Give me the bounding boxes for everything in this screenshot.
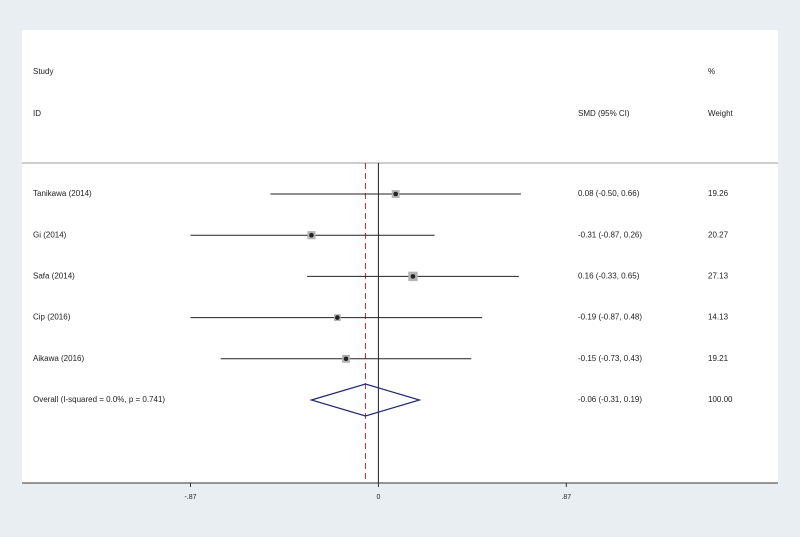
header: Weight — [708, 109, 734, 118]
x-tick-label: -.87 — [184, 494, 196, 501]
point — [309, 232, 314, 238]
value-label: -0.19 (-0.87, 0.48) — [578, 313, 642, 322]
header: Study — [33, 67, 53, 76]
point — [393, 191, 398, 197]
point — [343, 356, 349, 362]
x-tick-label: .87 — [561, 494, 571, 501]
study-name: Cip (2016) — [33, 313, 71, 322]
value-label: 0.16 (-0.33, 0.65) — [578, 272, 640, 281]
weight-label: 27.13 — [708, 272, 729, 281]
weight-label: 100.00 — [708, 395, 733, 404]
point — [335, 315, 340, 320]
value-label: -0.15 (-0.73, 0.43) — [578, 354, 642, 363]
value-label: 0.08 (-0.50, 0.66) — [578, 189, 640, 198]
header: % — [708, 67, 715, 76]
overall-diamond — [309, 383, 422, 417]
study-name: Tanikawa (2014) — [33, 189, 92, 198]
study-name: Gi (2014) — [33, 230, 67, 239]
header: SMD (95% CI) — [578, 109, 630, 118]
weight-label: 20.27 — [708, 230, 729, 239]
value-label: -0.06 (-0.31, 0.19) — [578, 395, 642, 404]
header: ID — [33, 109, 41, 118]
x-tick-label: 0 — [376, 494, 380, 501]
weight-label: 19.26 — [708, 189, 729, 198]
point — [410, 274, 416, 279]
weight-label: 14.13 — [708, 313, 729, 322]
weight-label: 19.21 — [708, 354, 729, 363]
study-name: Aikawa (2016) — [33, 354, 84, 363]
value-label: -0.31 (-0.87, 0.26) — [578, 230, 642, 239]
overall-name: Overall (I-squared = 0.0%, p = 0.741) — [33, 395, 165, 404]
study-name: Safa (2014) — [33, 272, 75, 281]
plot-area — [22, 30, 778, 483]
